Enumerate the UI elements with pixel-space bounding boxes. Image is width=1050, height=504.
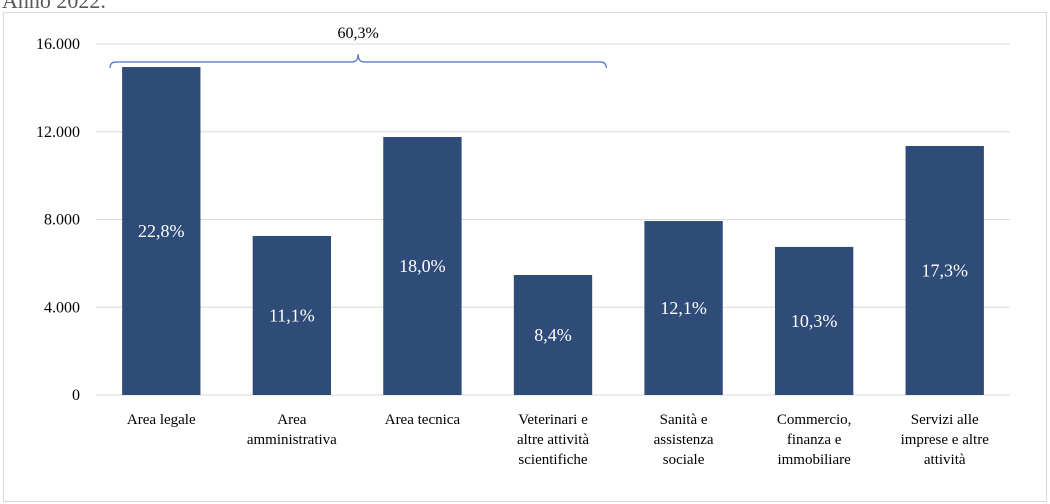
- value-label: 18,0%: [399, 256, 446, 276]
- y-tick-label: 4.000: [44, 299, 80, 316]
- y-tick-label: 16.000: [36, 36, 80, 53]
- bracket-label: 60,3%: [337, 25, 378, 42]
- bar: [122, 67, 201, 396]
- y-tick-label: 0: [72, 387, 80, 404]
- x-tick-label: Veterinari e altre attività scientifiche: [517, 412, 589, 468]
- value-label: 12,1%: [660, 298, 707, 318]
- bar: [644, 221, 723, 395]
- bar: [774, 246, 854, 395]
- chart-title: Anno 2022.: [2, 0, 106, 13]
- bar: [905, 146, 984, 395]
- x-tick-label: Area legale: [127, 412, 196, 428]
- bracket: [109, 53, 607, 69]
- y-tick-label: 12.000: [36, 124, 80, 141]
- value-label: 22,8%: [138, 221, 185, 241]
- bar: [513, 275, 593, 395]
- value-label: 8,4%: [534, 325, 572, 345]
- value-label: 11,1%: [269, 305, 315, 325]
- x-tick-label: Commercio, finanza e immobiliare: [777, 412, 852, 468]
- x-tick-label: Area tecnica: [385, 412, 461, 428]
- x-tick-label: Area amministrativa: [247, 412, 337, 448]
- x-tick-label: Sanità e assistenza sociale: [654, 412, 714, 468]
- value-label: 10,3%: [791, 311, 838, 331]
- value-label: 17,3%: [921, 261, 968, 281]
- x-tick-label: Servizi alle imprese e altre attività: [901, 412, 990, 468]
- bar: [383, 137, 462, 395]
- y-tick-label: 8.000: [44, 212, 80, 229]
- bar: [252, 235, 332, 395]
- chart-border: [3, 12, 1047, 502]
